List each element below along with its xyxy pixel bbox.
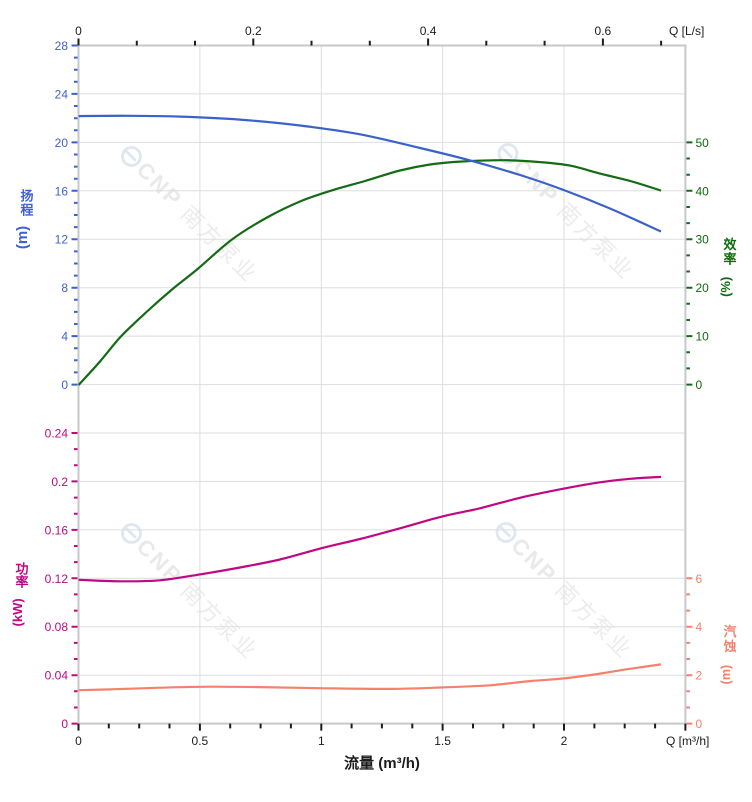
svg-text:(%): (%) [718, 277, 733, 297]
svg-text:流量 (m³/h): 流量 (m³/h) [344, 754, 420, 772]
svg-text:(m): (m) [719, 665, 733, 684]
svg-text:0: 0 [61, 717, 68, 731]
svg-text:28: 28 [55, 39, 69, 53]
svg-text:Q [L/s]: Q [L/s] [669, 24, 704, 38]
svg-text:汽: 汽 [723, 624, 736, 639]
svg-text:率: 率 [723, 251, 736, 266]
svg-text:24: 24 [55, 87, 69, 101]
svg-text:(kW): (kW) [10, 598, 25, 626]
svg-text:0: 0 [75, 24, 82, 38]
svg-text:1: 1 [318, 734, 325, 748]
svg-text:6: 6 [696, 572, 703, 586]
svg-text:16: 16 [55, 184, 69, 198]
svg-text:20: 20 [696, 281, 710, 295]
svg-text:0.4: 0.4 [420, 24, 437, 38]
svg-text:功: 功 [15, 562, 28, 577]
svg-text:12: 12 [55, 233, 69, 247]
svg-text:(m): (m) [14, 226, 31, 249]
svg-text:20: 20 [55, 136, 69, 150]
svg-text:效: 效 [723, 237, 737, 252]
svg-text:10: 10 [696, 330, 710, 344]
svg-text:0.24: 0.24 [45, 427, 69, 441]
svg-text:50: 50 [696, 136, 710, 150]
svg-text:0.16: 0.16 [45, 523, 69, 537]
svg-text:0: 0 [696, 378, 703, 392]
svg-text:0.2: 0.2 [245, 24, 262, 38]
svg-text:率: 率 [15, 574, 28, 589]
svg-text:程: 程 [20, 203, 33, 218]
svg-text:40: 40 [696, 184, 710, 198]
svg-text:4: 4 [696, 620, 703, 634]
svg-text:0: 0 [75, 734, 82, 748]
svg-text:2: 2 [696, 669, 703, 683]
svg-text:0.6: 0.6 [595, 24, 612, 38]
svg-text:2: 2 [561, 734, 568, 748]
svg-text:0: 0 [61, 378, 68, 392]
svg-text:30: 30 [696, 233, 710, 247]
svg-text:0.2: 0.2 [51, 475, 68, 489]
svg-text:Q [m³/h]: Q [m³/h] [666, 734, 709, 748]
svg-text:0: 0 [696, 717, 703, 731]
svg-text:0.12: 0.12 [45, 572, 69, 586]
svg-text:0.08: 0.08 [45, 620, 69, 634]
svg-text:1.5: 1.5 [434, 734, 451, 748]
svg-text:0.04: 0.04 [45, 669, 69, 683]
svg-text:扬: 扬 [20, 188, 33, 203]
svg-text:4: 4 [61, 330, 68, 344]
svg-text:蚀: 蚀 [722, 639, 736, 654]
svg-text:8: 8 [61, 281, 68, 295]
svg-text:0.5: 0.5 [192, 734, 209, 748]
